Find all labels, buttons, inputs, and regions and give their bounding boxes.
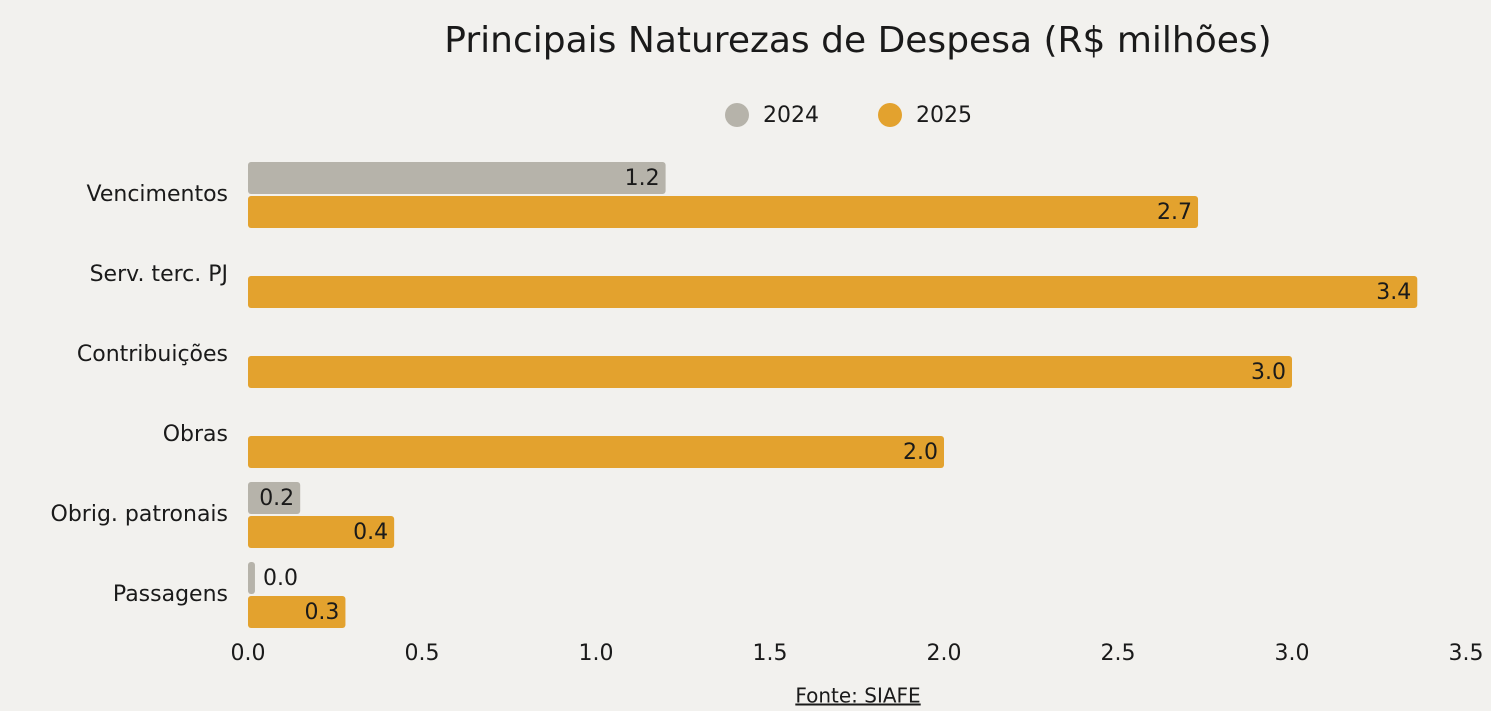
y-tick-label: Obras [163, 422, 228, 447]
value-label: 2.0 [903, 440, 938, 465]
y-tick-label: Obrig. patronais [51, 502, 228, 527]
bar [248, 356, 1292, 388]
bar [248, 436, 944, 468]
legend-swatch [878, 103, 902, 127]
bar [248, 482, 301, 514]
x-tick-label: 1.5 [753, 641, 788, 666]
y-tick-label: Passagens [113, 582, 228, 607]
x-tick-label: 1.0 [579, 641, 614, 666]
bar [248, 162, 666, 194]
value-label: 0.4 [353, 520, 388, 545]
bar [248, 196, 1199, 228]
x-tick-label: 2.5 [1101, 641, 1136, 666]
bar [248, 562, 255, 594]
y-tick-label: Serv. terc. PJ [90, 262, 228, 287]
chart-title: Principais Naturezas de Despesa (R$ milh… [444, 20, 1271, 61]
x-tick-label: 3.0 [1275, 641, 1310, 666]
bar [248, 276, 1418, 308]
value-label: 0.0 [263, 566, 298, 591]
bar [248, 596, 346, 628]
value-label: 2.7 [1157, 200, 1192, 225]
x-tick-label: 0.0 [231, 641, 266, 666]
value-label: 1.2 [625, 166, 660, 191]
y-tick-label: Vencimentos [87, 182, 229, 207]
value-label: 0.3 [304, 600, 339, 625]
y-tick-label: Contribuições [77, 342, 228, 367]
source[interactable]: Fonte: SIAFE [795, 684, 920, 708]
legend-label: 2024 [763, 103, 819, 128]
bar [248, 516, 395, 548]
legend-label: 2025 [916, 103, 972, 128]
x-tick-label: 2.0 [927, 641, 962, 666]
x-tick-label: 0.5 [405, 641, 440, 666]
value-label: 0.2 [259, 486, 294, 511]
legend-swatch [725, 103, 749, 127]
value-label: 3.4 [1376, 280, 1411, 305]
x-tick-label: 3.5 [1449, 641, 1484, 666]
value-label: 3.0 [1251, 360, 1286, 385]
